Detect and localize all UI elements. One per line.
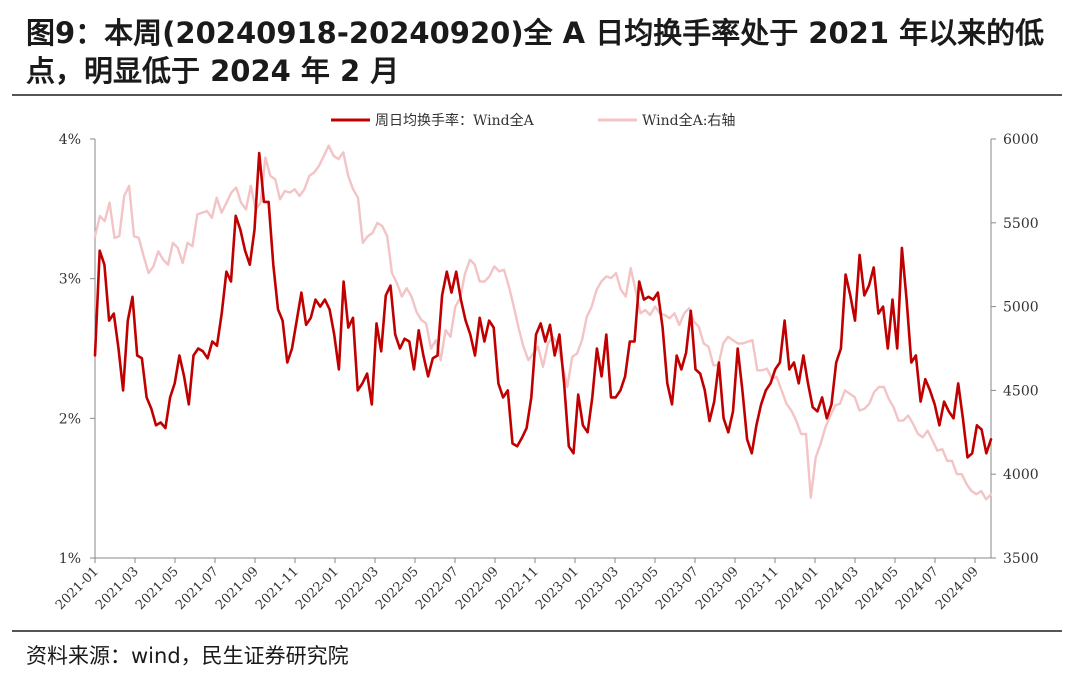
- x-tick-label: 2022-05: [373, 564, 422, 613]
- x-tick-label: 2023-03: [573, 564, 622, 613]
- x-tick-label: 2021-09: [213, 564, 262, 613]
- tick-labels: 1%2%3%4%3500400045005000550060002021-012…: [53, 132, 1039, 613]
- source-note: 资料来源：wind，民生证券研究院: [26, 644, 349, 668]
- y-left-tick-label: 1%: [59, 551, 81, 567]
- y-right-tick-label: 5500: [1003, 216, 1039, 232]
- x-tick-label: 2022-01: [293, 564, 342, 613]
- x-tick-label: 2022-11: [493, 564, 542, 613]
- x-tick-label: 2022-09: [453, 564, 502, 613]
- legend: 周日均换手率：Wind全A Wind全A:右轴: [331, 112, 735, 129]
- x-tick-label: 2023-01: [533, 564, 582, 613]
- x-tick-label: 2021-03: [93, 564, 142, 613]
- top-divider: [12, 94, 1062, 96]
- y-right-tick-label: 4000: [1003, 467, 1039, 483]
- x-tick-label: 2021-05: [133, 564, 182, 613]
- x-tick-label: 2024-07: [893, 564, 942, 613]
- y-right-tick-label: 4500: [1003, 383, 1039, 399]
- x-tick-label: 2021-11: [253, 564, 302, 613]
- bottom-divider: [12, 630, 1062, 632]
- x-tick-label: 2021-07: [173, 564, 222, 613]
- x-tick-label: 2023-05: [613, 564, 662, 613]
- y-left-tick-label: 2%: [59, 411, 81, 427]
- x-tick-label: 2023-07: [653, 564, 702, 613]
- page-title: 图9：本周(20240918-20240920)全 A 日均换手率处于 2021…: [26, 16, 1045, 88]
- y-right-tick-label: 5000: [1003, 300, 1039, 316]
- series-lines: [93, 144, 993, 501]
- series-line-index: [93, 144, 993, 501]
- y-left-tick-label: 3%: [59, 272, 81, 288]
- x-tick-label: 2024-09: [933, 564, 982, 613]
- x-tick-label: 2023-11: [733, 564, 782, 613]
- y-right-tick-label: 3500: [1003, 551, 1039, 567]
- x-tick-label: 2021-01: [53, 564, 102, 613]
- x-tick-label: 2022-07: [413, 564, 462, 613]
- x-tick-label: 2024-01: [773, 564, 822, 613]
- series-line-turnover: [93, 151, 993, 459]
- x-tick-label: 2022-03: [333, 564, 382, 613]
- x-tick-label: 2024-03: [813, 564, 862, 613]
- x-tick-label: 2023-09: [693, 564, 742, 613]
- x-tick-label: 2024-05: [853, 564, 902, 613]
- y-left-tick-label: 4%: [59, 132, 81, 148]
- legend-label-index: Wind全A:右轴: [642, 112, 735, 129]
- y-right-tick-label: 6000: [1003, 132, 1039, 148]
- legend-label-turnover: 周日均换手率：Wind全A: [375, 112, 535, 129]
